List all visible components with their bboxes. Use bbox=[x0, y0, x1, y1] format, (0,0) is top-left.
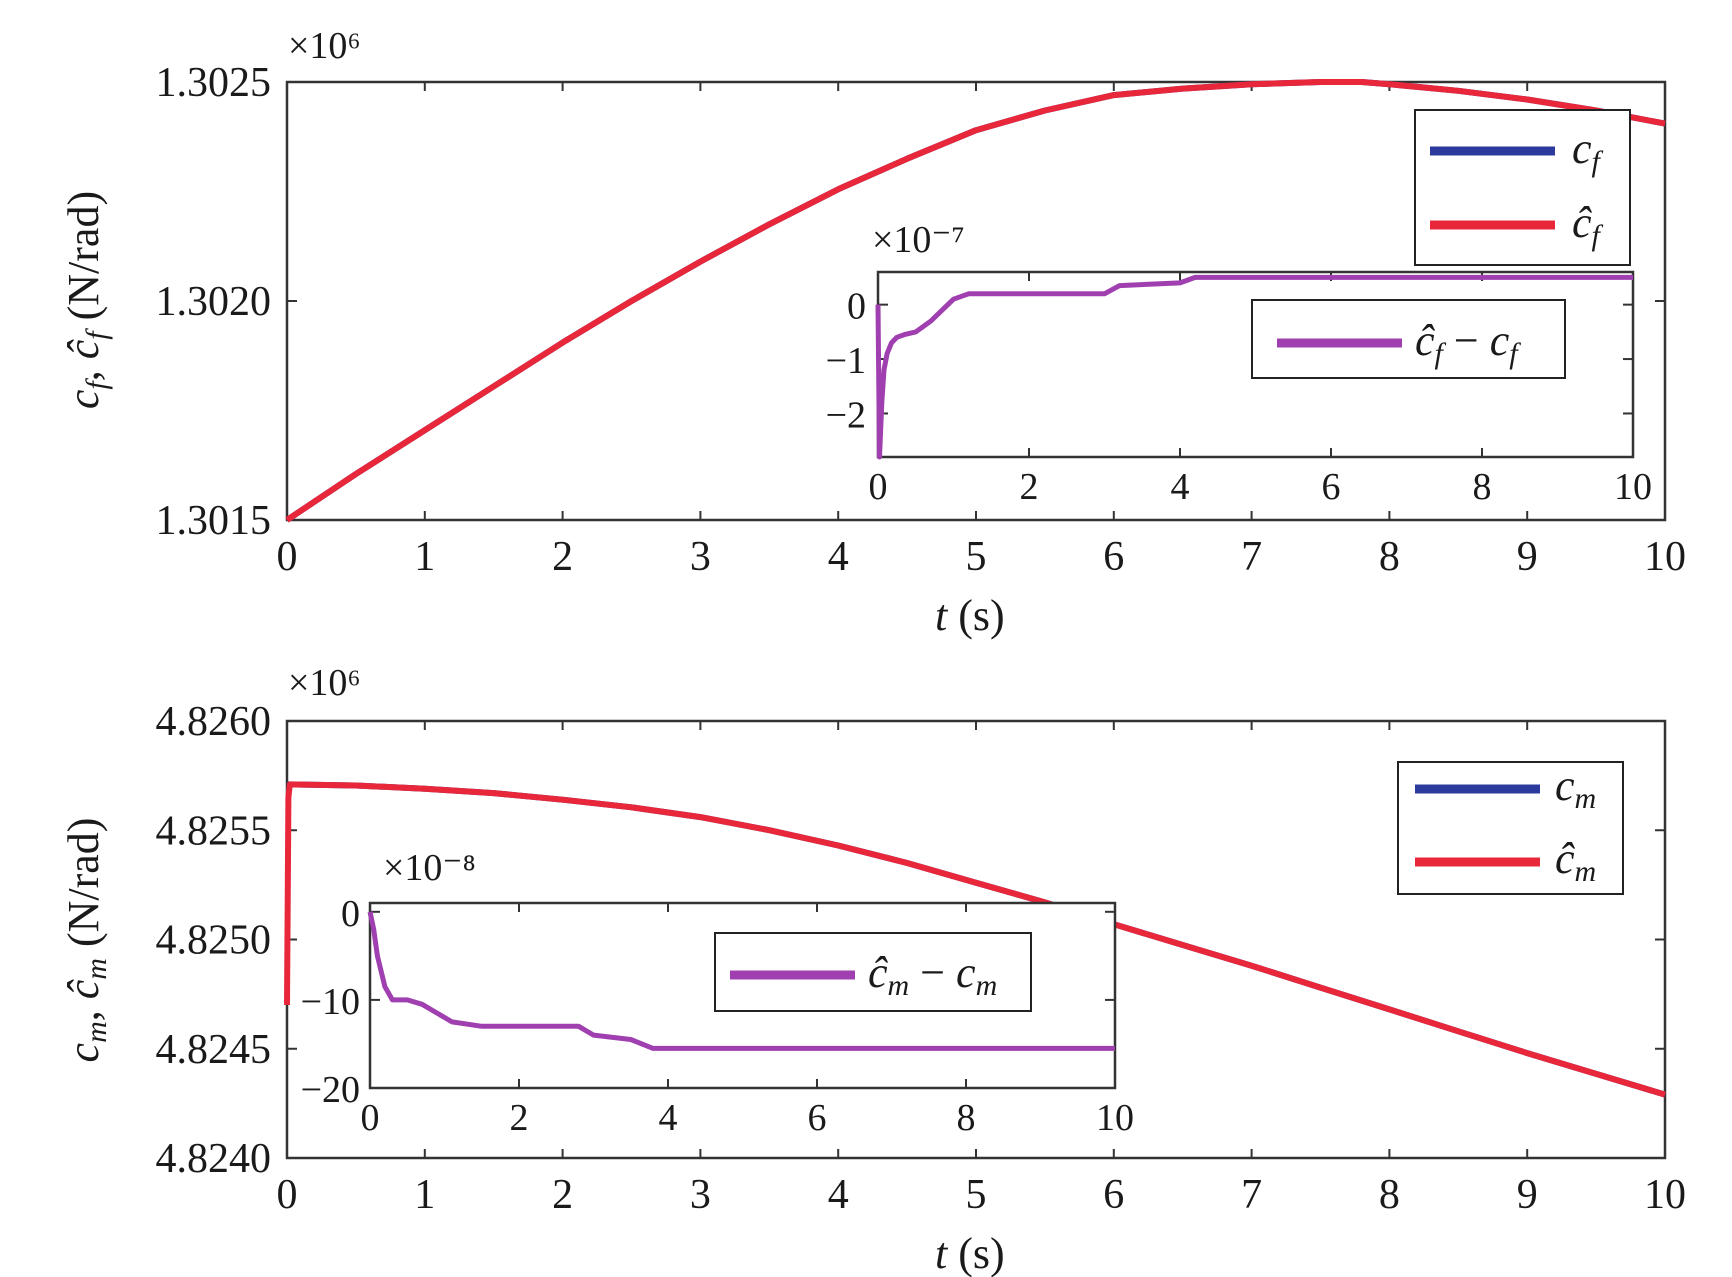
series-layer bbox=[284, 781, 1666, 1098]
inset-legend: ĉm − cm bbox=[714, 932, 1032, 1012]
x-tick-label: 9 bbox=[1517, 534, 1538, 580]
y-exponent-label: ×10⁶ bbox=[288, 662, 361, 704]
y-axis-label: cf, ĉf (N/rad) bbox=[59, 191, 113, 409]
x-tick-label: 6 bbox=[1103, 534, 1124, 580]
y-tick-label: 0 bbox=[341, 893, 360, 935]
legend: cf ĉf bbox=[1414, 109, 1631, 266]
x-tick-label: 10 bbox=[1644, 1172, 1686, 1218]
x-tick-label: 8 bbox=[1379, 1172, 1400, 1218]
inset-x-ticks: 0 2 4 6 8 10 bbox=[869, 272, 1652, 508]
x-tick-label: 6 bbox=[1103, 1172, 1124, 1218]
inset-exponent-label: ×10⁻⁷ bbox=[872, 219, 965, 261]
x-tick-label: 1 bbox=[414, 1172, 435, 1218]
inset-y-ticks: 0 −10 −20 bbox=[301, 893, 1115, 1111]
series-line-1 bbox=[285, 79, 1666, 523]
y-tick-label: −20 bbox=[301, 1069, 360, 1111]
x-tick-label: 2 bbox=[552, 1172, 573, 1218]
x-axis-label: t (s) bbox=[935, 1229, 1005, 1277]
x-tick-label: 4 bbox=[828, 534, 849, 580]
x-tick-label: 7 bbox=[1241, 1172, 1262, 1218]
inset-frame bbox=[368, 901, 1117, 1090]
x-tick-label: 2 bbox=[1020, 466, 1039, 508]
x-tick-label: 7 bbox=[1241, 534, 1262, 580]
y-tick-label: 4.8240 bbox=[156, 1136, 272, 1182]
series-line-0 bbox=[875, 274, 1633, 460]
inset-legend: ĉf − cf bbox=[1251, 299, 1566, 379]
series-layer bbox=[285, 79, 1666, 523]
y-tick-label: 4.8260 bbox=[156, 699, 272, 745]
y-tick-label: 4.8245 bbox=[156, 1027, 272, 1073]
inset-cm-error: 0 −10 −20 0 2 4 6 8 10 ×10⁻⁸ ĉm − cm bbox=[301, 847, 1134, 1139]
y-tick-label: 1.3025 bbox=[156, 60, 272, 106]
series-line-1 bbox=[284, 781, 1666, 1098]
x-tick-label: 5 bbox=[966, 534, 987, 580]
x-tick-label: 4 bbox=[659, 1097, 678, 1139]
x-tick-label: 5 bbox=[966, 1172, 987, 1218]
x-tick-label: 0 bbox=[361, 1097, 380, 1139]
y-axis-label: cm, ĉm (N/rad) bbox=[59, 818, 113, 1063]
x-ticks: 0 1 2 3 4 5 6 7 8 9 10 bbox=[277, 82, 1686, 580]
y-tick-label: 4.8255 bbox=[156, 808, 272, 854]
x-tick-label: 4 bbox=[1171, 466, 1190, 508]
y-tick-label: −10 bbox=[301, 981, 360, 1023]
x-ticks: 0 1 2 3 4 5 6 7 8 9 10 bbox=[277, 721, 1686, 1218]
inset-x-ticks: 0 2 4 6 8 10 bbox=[361, 903, 1134, 1139]
x-tick-label: 8 bbox=[1473, 466, 1492, 508]
inset-legend-entry: ĉf − cf bbox=[1415, 316, 1521, 370]
x-axis-label: t (s) bbox=[935, 591, 1005, 640]
y-ticks: 4.8240 4.8245 4.8250 4.8255 4.8260 bbox=[156, 699, 1665, 1182]
legend: cm ĉm bbox=[1397, 761, 1624, 895]
series-line-0 bbox=[367, 911, 1115, 1051]
x-tick-label: 0 bbox=[869, 466, 888, 508]
x-tick-label: 10 bbox=[1644, 534, 1686, 580]
y-exponent-label: ×10⁶ bbox=[288, 25, 361, 67]
x-tick-label: 1 bbox=[414, 534, 435, 580]
y-tick-label: 1.3020 bbox=[156, 279, 272, 325]
y-tick-label: 0 bbox=[847, 286, 866, 328]
x-tick-label: 10 bbox=[1096, 1097, 1134, 1139]
x-tick-label: 0 bbox=[277, 534, 298, 580]
inset-exponent-label: ×10⁻⁸ bbox=[383, 847, 476, 889]
x-tick-label: 8 bbox=[1379, 534, 1400, 580]
y-tick-label: 4.8250 bbox=[156, 918, 272, 964]
y-tick-label: −1 bbox=[826, 340, 866, 382]
x-tick-label: 3 bbox=[690, 1172, 711, 1218]
x-tick-label: 6 bbox=[1322, 466, 1341, 508]
y-ticks: 1.3015 1.3020 1.3025 bbox=[156, 60, 1665, 544]
y-tick-label: −2 bbox=[826, 394, 866, 436]
x-tick-label: 4 bbox=[828, 1172, 849, 1218]
inset-series-layer bbox=[875, 274, 1633, 460]
x-tick-label: 8 bbox=[957, 1097, 976, 1139]
x-tick-label: 2 bbox=[552, 534, 573, 580]
inset-cf-error: 0 −1 −2 0 2 4 6 8 10 ×10⁻⁷ ĉf − cf bbox=[826, 219, 1652, 508]
x-tick-label: 9 bbox=[1517, 1172, 1538, 1218]
x-tick-label: 2 bbox=[510, 1097, 529, 1139]
inset-y-ticks: 0 −1 −2 bbox=[826, 286, 1633, 436]
y-tick-label: 1.3015 bbox=[156, 498, 272, 544]
x-tick-label: 3 bbox=[690, 534, 711, 580]
x-tick-label: 0 bbox=[277, 1172, 298, 1218]
x-tick-label: 10 bbox=[1614, 466, 1652, 508]
x-tick-label: 6 bbox=[808, 1097, 827, 1139]
inset-series-layer bbox=[367, 911, 1115, 1051]
